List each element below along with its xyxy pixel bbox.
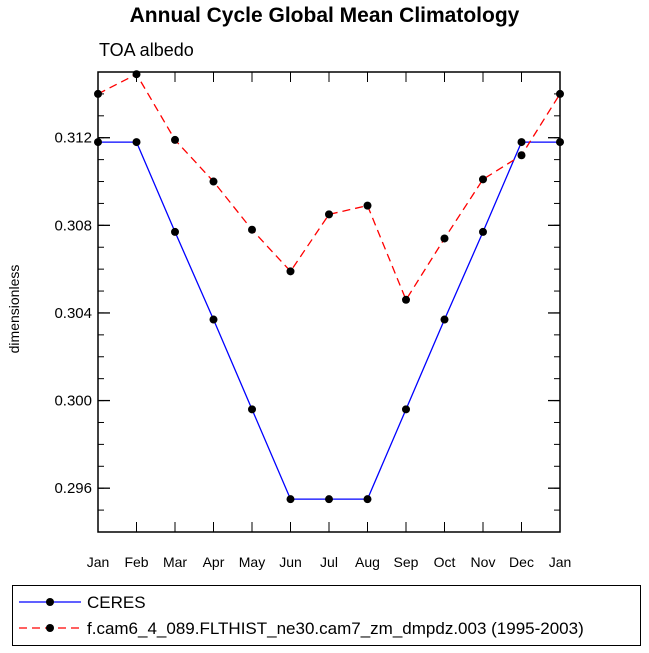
legend-marker-ceres bbox=[19, 598, 81, 606]
data-point-model bbox=[248, 225, 256, 234]
x-tick-label: Apr bbox=[203, 554, 225, 570]
data-point-model bbox=[556, 89, 564, 98]
data-point-model bbox=[517, 151, 526, 160]
data-point-ceres bbox=[556, 138, 564, 147]
data-point-model bbox=[363, 201, 372, 210]
data-point-model bbox=[94, 89, 102, 98]
x-tick-label: Jun bbox=[279, 554, 302, 570]
x-tick-label: Feb bbox=[124, 554, 148, 570]
x-tick-label: May bbox=[239, 554, 265, 570]
legend-item-model: f.cam6_4_089.FLTHIST_ne30.cam7_zm_dmpdz.… bbox=[13, 616, 642, 640]
x-tick-label: Nov bbox=[471, 554, 496, 570]
legend-label-ceres: CERES bbox=[87, 593, 146, 612]
data-point-ceres bbox=[286, 495, 295, 504]
data-point-model bbox=[325, 210, 333, 219]
series-line-ceres bbox=[98, 141, 560, 500]
y-tick-label: 0.304 bbox=[54, 305, 92, 322]
y-tick-label: 0.300 bbox=[54, 393, 92, 410]
chart-subtitle: TOA albedo bbox=[99, 40, 194, 60]
legend-label-model: f.cam6_4_089.FLTHIST_ne30.cam7_zm_dmpdz.… bbox=[87, 619, 584, 638]
legend-marker-model bbox=[19, 624, 81, 632]
data-point-model bbox=[402, 295, 410, 304]
data-point-ceres bbox=[132, 138, 141, 147]
series-line-model bbox=[97, 73, 561, 302]
data-point-ceres bbox=[440, 315, 449, 324]
data-point-model bbox=[209, 177, 218, 186]
y-tick-label: 0.296 bbox=[54, 480, 92, 497]
data-point-ceres bbox=[517, 138, 526, 147]
chart-title: Annual Cycle Global Mean Climatology bbox=[129, 4, 520, 27]
data-point-ceres bbox=[325, 495, 333, 504]
x-tick-label: Mar bbox=[163, 554, 187, 570]
x-tick-label: Jul bbox=[320, 554, 338, 570]
data-point-ceres bbox=[363, 495, 372, 504]
x-tick-label: Dec bbox=[509, 554, 534, 570]
x-tick-label: Oct bbox=[434, 554, 456, 570]
plot-frame bbox=[97, 71, 561, 533]
data-point-ceres bbox=[209, 315, 218, 324]
x-tick-label: Sep bbox=[394, 554, 419, 570]
data-point-ceres bbox=[402, 405, 410, 414]
data-point-model bbox=[440, 234, 449, 243]
x-tick-label: Aug bbox=[355, 554, 380, 570]
data-point-model bbox=[132, 70, 141, 79]
y-tick-label: 0.308 bbox=[54, 217, 92, 234]
legend: CERES f.cam6_4_089.FLTHIST_ne30.cam7_zm_… bbox=[12, 585, 641, 646]
x-tick-label: Jan bbox=[549, 554, 572, 570]
data-point-ceres bbox=[479, 227, 487, 236]
legend-item-ceres: CERES bbox=[13, 590, 642, 614]
data-point-ceres bbox=[171, 227, 179, 236]
x-tick-label: Jan bbox=[87, 554, 110, 570]
data-point-ceres bbox=[248, 405, 256, 414]
y-tick-label: 0.312 bbox=[54, 130, 92, 147]
data-point-model bbox=[286, 267, 295, 276]
data-point-model bbox=[479, 175, 487, 184]
data-point-model bbox=[171, 135, 179, 144]
data-point-ceres bbox=[94, 138, 102, 147]
line-chart: Jan Feb Mar Apr May Jun Jul Aug Sep Oct Nov Dec Jan 0… bbox=[54, 70, 572, 570]
